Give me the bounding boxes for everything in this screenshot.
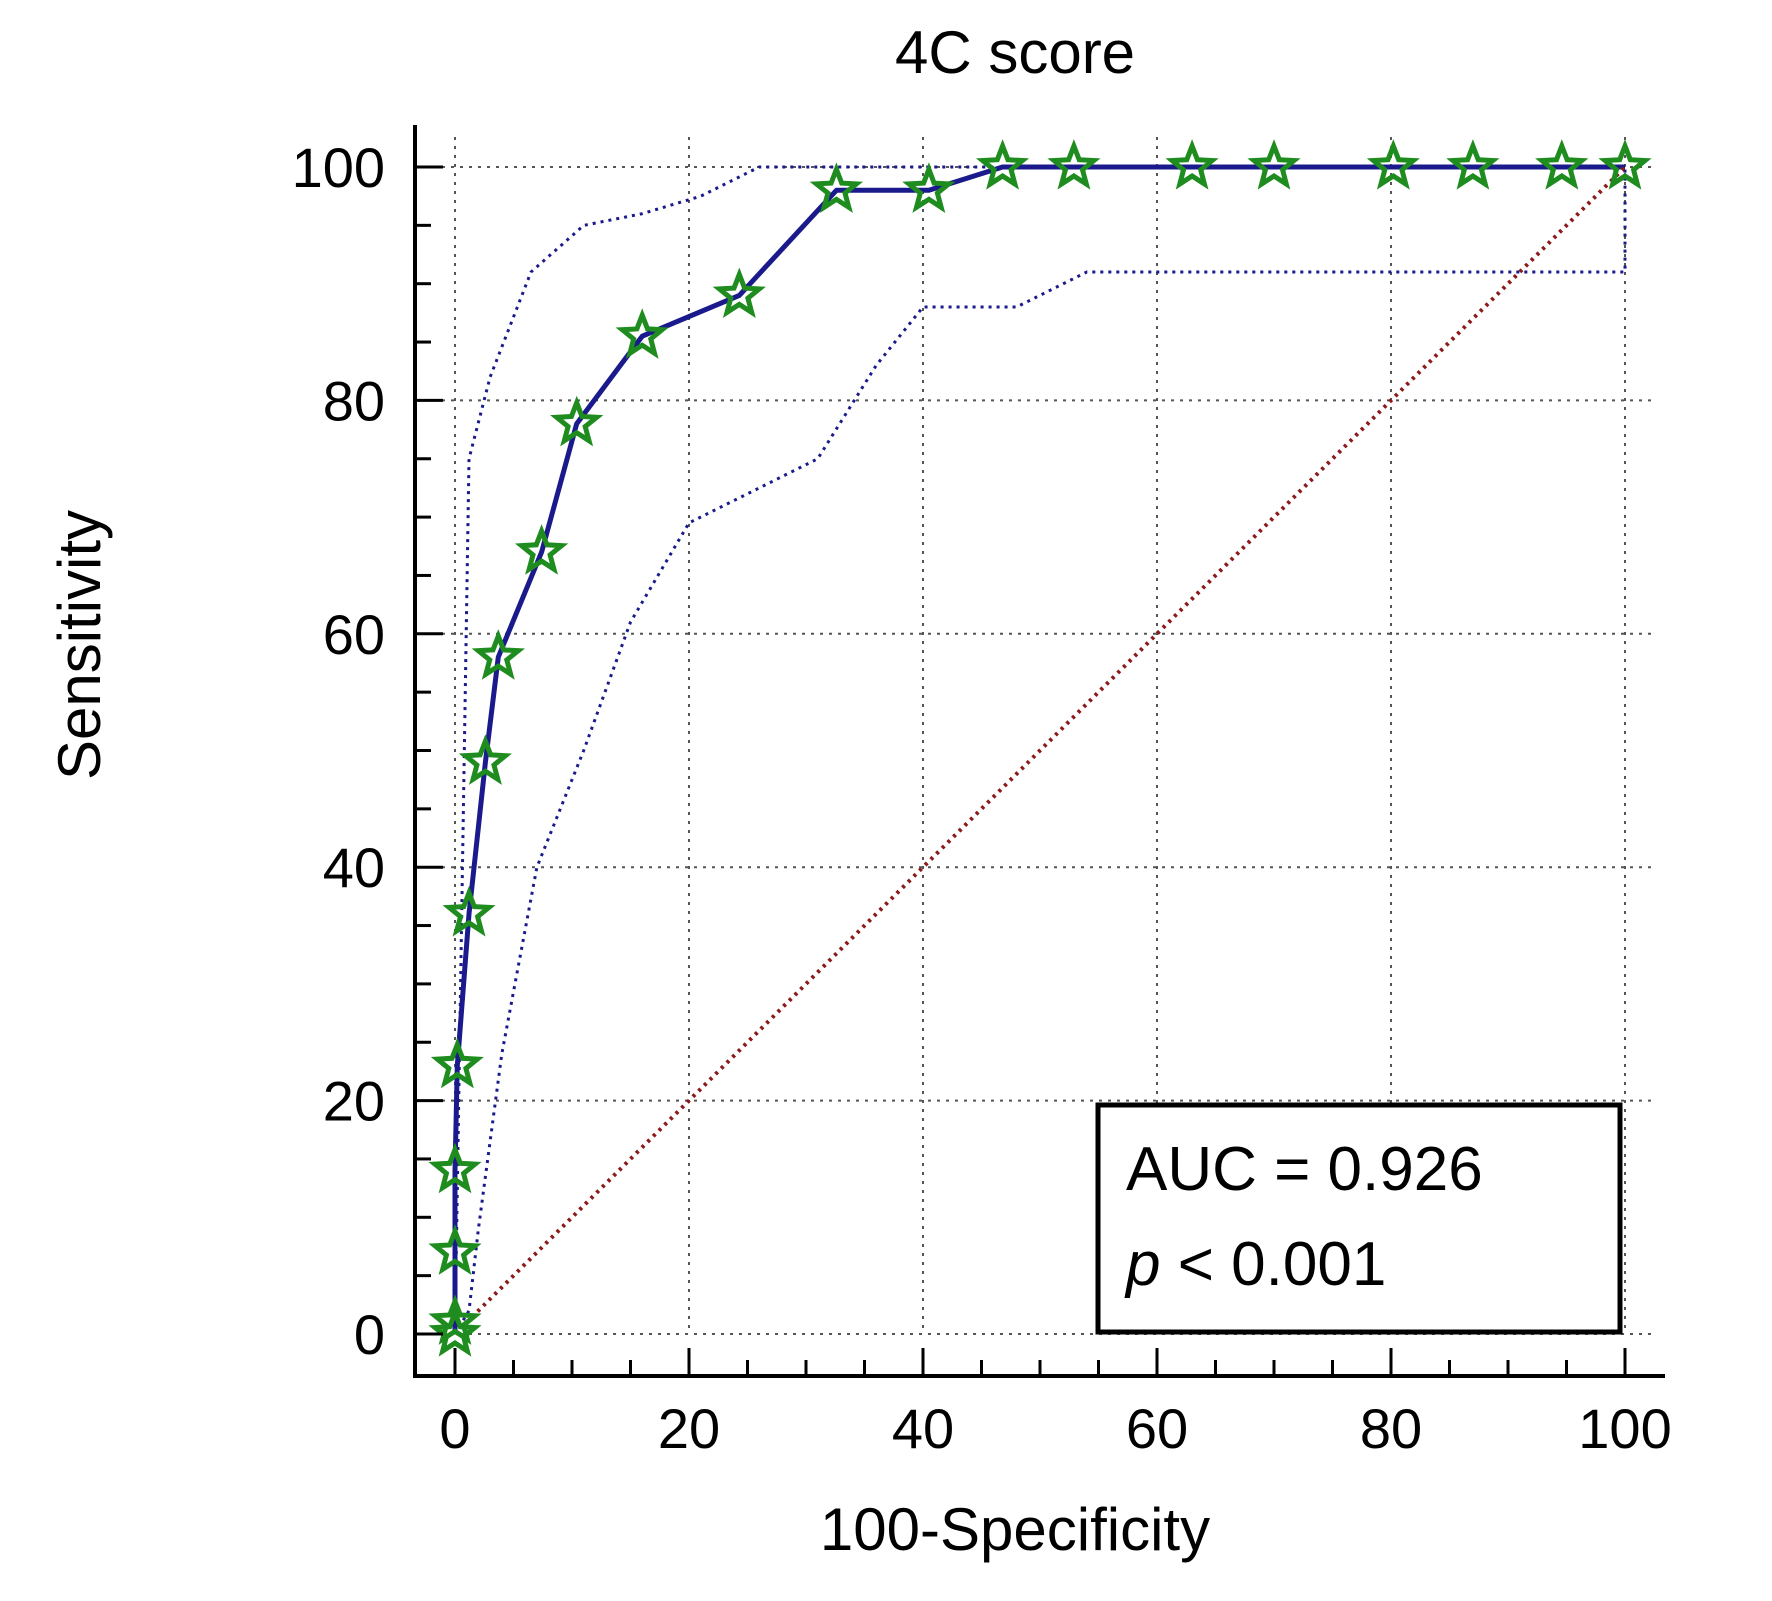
roc-point-6 <box>458 734 512 785</box>
y-tick-label-4: 80 <box>323 369 385 432</box>
roc-point-7 <box>471 629 525 680</box>
roc-point-21 <box>1598 139 1652 190</box>
x-tick-label-1: 20 <box>658 1397 720 1460</box>
y-tick-label-5: 100 <box>292 136 385 199</box>
upper-ci-line <box>453 165 1625 1335</box>
y-tick-label-2: 40 <box>323 836 385 899</box>
p-value-rest: < 0.001 <box>1160 1230 1386 1299</box>
y-axis-label: Sensitivity <box>46 510 113 780</box>
reference-line <box>453 165 1627 1336</box>
roc-point-1 <box>428 1294 482 1345</box>
roc-point-10 <box>615 308 669 359</box>
y-tick-label-3: 60 <box>323 603 385 666</box>
roc-point-8 <box>515 524 569 575</box>
roc-point-19 <box>1446 139 1500 190</box>
roc-point-16 <box>1165 139 1219 190</box>
roc-point-5 <box>442 885 496 937</box>
roc-point-3 <box>428 1142 482 1194</box>
roc-point-0 <box>428 1306 482 1357</box>
roc-point-9 <box>550 395 604 447</box>
lower-ci-line <box>453 167 1627 1335</box>
x-tick-label-4: 80 <box>1360 1397 1422 1460</box>
roc-point-11 <box>712 267 766 319</box>
p-value-text: p < 0.001 <box>1124 1230 1386 1299</box>
auc-text: AUC = 0.926 <box>1126 1135 1483 1204</box>
roc-point-14 <box>976 139 1030 190</box>
roc-point-4 <box>430 1037 484 1089</box>
chart-title: 4C score <box>895 19 1135 86</box>
tick-labels: 0 20 40 60 80 100 0 20 40 60 80 100 <box>292 136 1672 1460</box>
series-layer <box>452 164 1627 1336</box>
roc-markers <box>428 139 1652 1357</box>
auc-box-frame <box>1095 1102 1623 1335</box>
x-tick-label-0: 0 <box>439 1397 470 1460</box>
grid-lines <box>415 137 1655 1335</box>
y-tick-label-0: 0 <box>354 1303 385 1366</box>
roc-point-20 <box>1535 139 1589 190</box>
y-tick-label-1: 20 <box>323 1070 385 1133</box>
x-tick-label-5: 100 <box>1578 1397 1671 1460</box>
x-axis-label: 100-Specificity <box>820 1496 1210 1563</box>
roc-point-2 <box>428 1224 482 1275</box>
roc-point-15 <box>1047 139 1101 190</box>
roc-point-18 <box>1366 139 1420 190</box>
x-tick-label-3: 60 <box>1126 1397 1188 1460</box>
roc-line <box>452 164 1625 1334</box>
p-symbol: p <box>1124 1230 1160 1299</box>
roc-point-17 <box>1247 139 1301 190</box>
auc-box: AUC = 0.926 p < 0.001 <box>1095 1102 1623 1335</box>
x-tick-label-2: 40 <box>892 1397 954 1460</box>
roc-point-13 <box>902 162 956 213</box>
roc-point-12 <box>809 162 864 213</box>
axes <box>413 125 1665 1378</box>
